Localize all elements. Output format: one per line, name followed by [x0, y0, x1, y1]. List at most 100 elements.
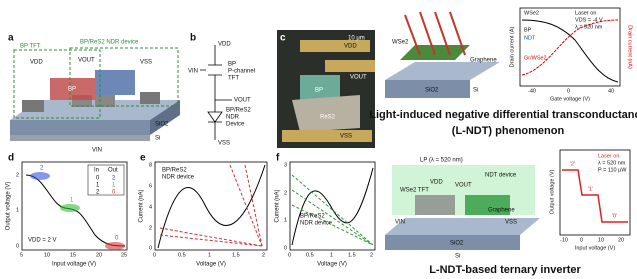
x-label: Input voltage (V)	[52, 262, 96, 268]
bp: BP	[68, 87, 76, 93]
bp-flake	[50, 78, 95, 100]
y-tick: 2	[16, 172, 19, 178]
laser	[404, 11, 466, 56]
table-cell: In	[94, 168, 99, 174]
x-tick: 2	[370, 252, 373, 258]
res2-flake	[95, 70, 135, 95]
res2: ReS2	[320, 115, 336, 121]
y-tick: 0	[16, 243, 19, 249]
x-tick: 1	[330, 252, 333, 258]
device: NDR device	[300, 221, 333, 227]
state-label: '0'	[612, 213, 617, 219]
state-label: 2	[40, 166, 44, 172]
x-tick: 5	[20, 252, 23, 258]
tft: P-channel	[228, 69, 255, 75]
x-tick: 1.5	[232, 252, 240, 258]
x-tick: 10	[44, 252, 50, 258]
state-label: '2'	[570, 161, 575, 167]
table-cell: 2	[112, 176, 116, 182]
device: NDR device	[162, 175, 195, 181]
vss: VSS	[218, 141, 230, 147]
state	[30, 172, 50, 180]
y-tick: 0	[284, 245, 287, 251]
si: Si	[455, 254, 460, 260]
state-label: 1	[70, 198, 74, 204]
tft: BP	[228, 62, 236, 68]
sio2-top	[10, 100, 180, 120]
load-line	[159, 164, 263, 247]
x-tick: -40	[528, 88, 536, 94]
axes	[154, 161, 268, 251]
y2-label: Drain current (nA)	[627, 25, 633, 69]
electrode	[95, 95, 115, 107]
x-label: Input voltage (V)	[575, 245, 616, 251]
axes	[289, 161, 376, 251]
panel-label: c	[280, 33, 286, 44]
tft: TFT	[228, 76, 239, 82]
substrate	[385, 62, 500, 80]
panel-f: f BP/ReS2 NDR device 0 0.5 1 1.5 2 0 1 2…	[275, 153, 376, 268]
x-tick: 1	[208, 252, 211, 258]
vout: VOUT	[234, 98, 251, 104]
circuit	[200, 45, 232, 140]
device: BP/ReS2	[162, 168, 187, 174]
axes	[21, 161, 128, 251]
x-tick: 40	[608, 88, 614, 94]
title: L-NDT-based ternary inverter	[429, 264, 581, 276]
curve	[157, 164, 266, 249]
vdd: VDD	[218, 42, 231, 48]
inset-axes	[519, 7, 621, 87]
ndr-label: BP/ReS2 NDR device	[80, 40, 139, 46]
sio2: SiO2	[450, 241, 464, 247]
x-tick: 0	[567, 88, 570, 94]
curve	[521, 19, 619, 76]
x-tick: 25	[121, 252, 127, 258]
state-label: '1'	[588, 186, 593, 192]
electrode	[140, 92, 160, 104]
annotation: VDS = -4 V	[575, 17, 603, 23]
vin: VIN	[188, 69, 198, 75]
res2-flake	[292, 95, 360, 132]
y-tick: 1	[16, 207, 19, 213]
panel-label: a	[8, 33, 14, 44]
curve	[562, 169, 628, 223]
panel-e: e BP/ReS2 NDR device 0 0.5 1 1.5 2 0 2 4…	[139, 153, 268, 268]
si: Si	[473, 88, 478, 94]
legend: BP	[524, 27, 532, 33]
substrate-side	[385, 235, 520, 250]
panel-label: f	[276, 153, 280, 164]
x-tick: 0.5	[178, 252, 186, 258]
sio2: SiO2	[155, 122, 169, 128]
vout: VOUT	[78, 58, 95, 64]
bp: BP	[315, 88, 323, 94]
state	[105, 242, 125, 250]
legend: Gr/WSe2	[524, 55, 547, 61]
x-tick: 1.5	[348, 252, 356, 258]
curve	[521, 19, 619, 83]
panel-label: b	[190, 33, 196, 44]
device: BP/ReS2	[300, 214, 325, 220]
annotation: Laser on	[575, 10, 596, 16]
panel-c: c VDD 10 μm VOUT BP ReS2 VSS	[277, 30, 375, 148]
si-layer	[10, 135, 150, 141]
ndr: BP/ReS2	[226, 108, 251, 114]
ndt	[465, 195, 510, 215]
vdd: VDD	[430, 180, 443, 186]
table-cell: 1	[96, 183, 100, 189]
y-label: Output voltage (V)	[6, 182, 12, 231]
graphene: Graphene	[470, 58, 497, 64]
vdd: VDD	[30, 60, 43, 66]
bp-tft-box	[13, 49, 101, 119]
annotation: λ = 520 nm	[575, 24, 603, 30]
ndr-box	[69, 47, 179, 107]
y-label: Current (nA)	[275, 189, 281, 222]
table-cell: Out	[108, 168, 118, 174]
bottom-right: LP (λ = 520 nm) WSe2 TFT NDT device Grap…	[385, 149, 631, 276]
sio2-end	[150, 100, 180, 135]
vss: VSS	[140, 60, 152, 66]
panel-label: e	[140, 153, 146, 164]
y-tick: 8	[149, 162, 152, 168]
electrode	[282, 130, 372, 142]
vin: VIN	[92, 148, 102, 154]
